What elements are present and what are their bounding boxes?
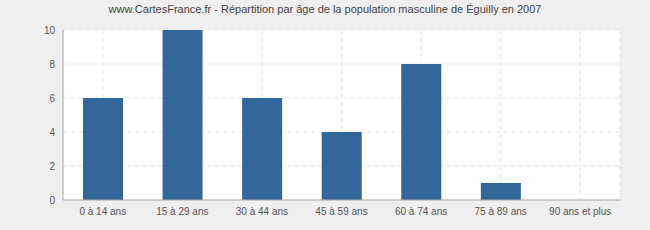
svg-text:8: 8 — [49, 59, 55, 70]
svg-text:15 à 29 ans: 15 à 29 ans — [156, 206, 208, 217]
svg-text:0 à 14 ans: 0 à 14 ans — [79, 206, 126, 217]
svg-text:10: 10 — [44, 25, 56, 36]
svg-text:2: 2 — [49, 161, 55, 172]
svg-text:4: 4 — [49, 127, 55, 138]
svg-text:90 ans et plus: 90 ans et plus — [549, 206, 611, 217]
svg-text:75 à 89 ans: 75 à 89 ans — [475, 206, 527, 217]
svg-text:6: 6 — [49, 93, 55, 104]
svg-text:45 à 59 ans: 45 à 59 ans — [315, 206, 367, 217]
svg-text:0: 0 — [49, 195, 55, 206]
svg-text:30 à 44 ans: 30 à 44 ans — [236, 206, 288, 217]
svg-text:60 à 74 ans: 60 à 74 ans — [395, 206, 447, 217]
html-text:www.CartesFrance.fr - Répartit: www.CartesFrance.fr - Répartition par âg… — [108, 3, 542, 15]
